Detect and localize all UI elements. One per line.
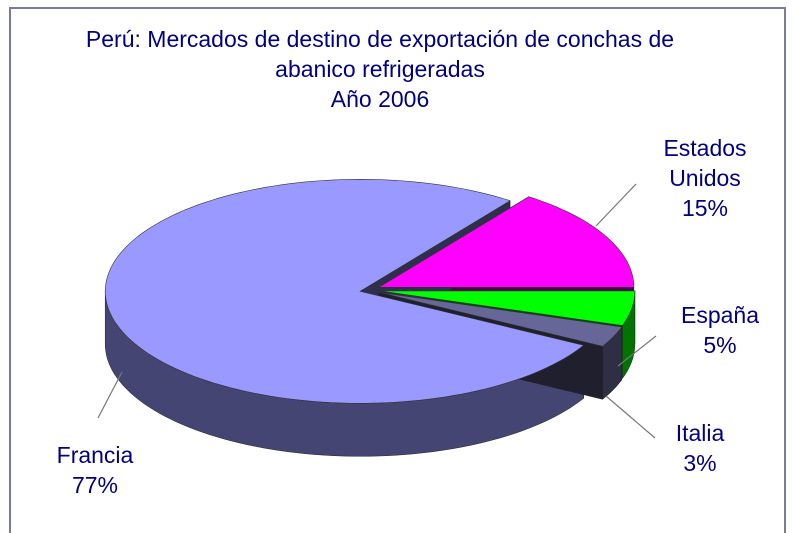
leader-line bbox=[617, 335, 657, 367]
slice-tops bbox=[104, 178, 636, 404]
slice bbox=[377, 196, 635, 288]
leader-line bbox=[595, 183, 637, 227]
leader-line bbox=[97, 371, 123, 419]
chart-subtitle: Año 2006 bbox=[330, 86, 430, 112]
slice-value-label: 5% bbox=[703, 332, 737, 358]
leader-line bbox=[605, 395, 656, 439]
slice-label: Italia bbox=[675, 420, 725, 446]
slice bbox=[104, 178, 585, 404]
slice-label: Estados Unidos bbox=[663, 135, 747, 191]
slice bbox=[379, 292, 623, 347]
slice-label: España bbox=[680, 302, 759, 328]
slice-value-label: 77% bbox=[71, 472, 119, 498]
chart-title: Perú: Mercados de destino de exportación… bbox=[85, 26, 675, 82]
slice-value-label: 15% bbox=[681, 195, 729, 221]
slice-label: Francia bbox=[56, 442, 134, 468]
chart-frame bbox=[9, 7, 786, 533]
slice-value-label: 3% bbox=[683, 450, 717, 476]
slice bbox=[379, 290, 636, 326]
